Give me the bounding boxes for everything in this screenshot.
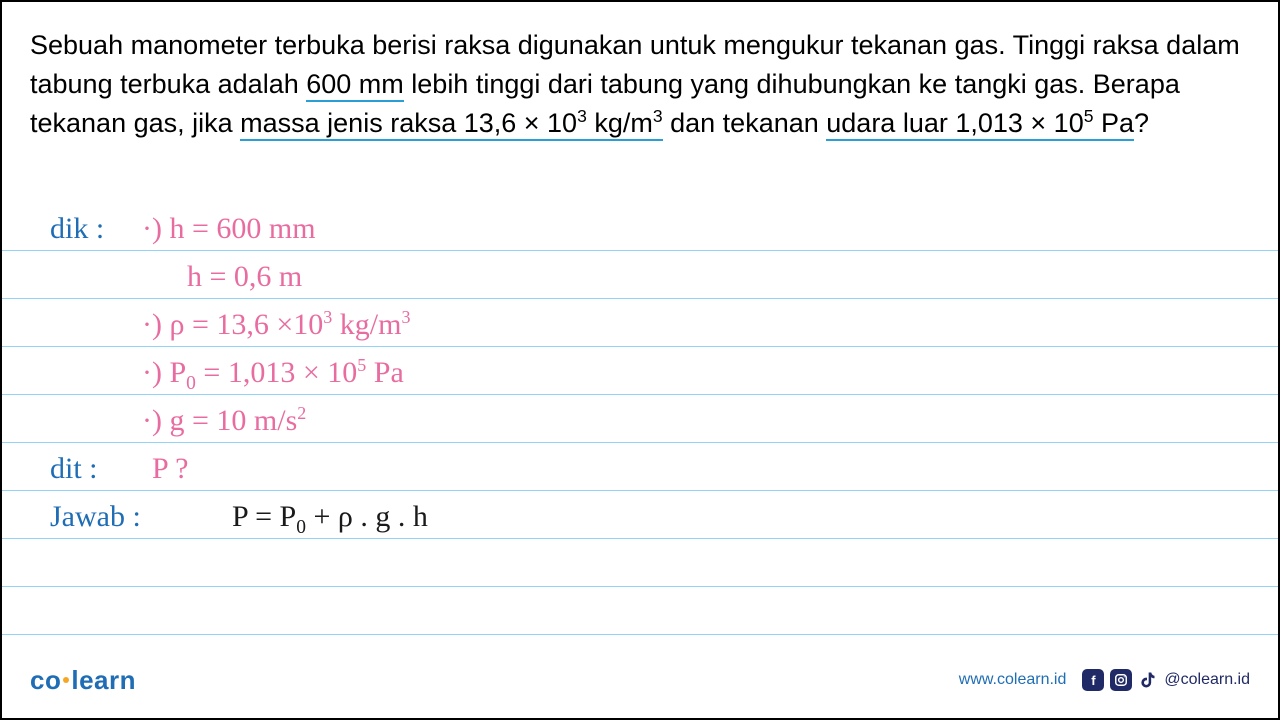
handwritten-line: dik : bbox=[50, 212, 104, 246]
facebook-icon: f bbox=[1082, 669, 1104, 691]
handwritten-line: P ? bbox=[152, 452, 188, 486]
handwritten-line: ·) h = 600 mm bbox=[142, 212, 316, 246]
ruled-line bbox=[2, 298, 1278, 299]
handwritten-line: P = P0 + ρ . g . h bbox=[232, 500, 428, 534]
handwritten-line: Jawab : bbox=[50, 500, 141, 534]
instagram-icon bbox=[1110, 669, 1132, 691]
social-handle: @colearn.id bbox=[1164, 671, 1250, 689]
tiktok-icon bbox=[1138, 670, 1158, 690]
footer-right: www.colearn.id f @colearn.id bbox=[959, 669, 1250, 691]
ruled-line bbox=[2, 394, 1278, 395]
brand-dot-icon bbox=[63, 677, 69, 683]
handwritten-line: h = 0,6 m bbox=[187, 260, 302, 294]
ruled-line bbox=[2, 538, 1278, 539]
brand-co: co bbox=[30, 665, 61, 695]
handwritten-line: dit : bbox=[50, 452, 98, 486]
social-group: f @colearn.id bbox=[1082, 669, 1250, 691]
ruled-line bbox=[2, 250, 1278, 251]
problem-statement: Sebuah manometer terbuka berisi raksa di… bbox=[30, 26, 1260, 143]
footer: colearn www.colearn.id f @colearn.id bbox=[30, 662, 1250, 698]
ruled-line bbox=[2, 634, 1278, 635]
handwritten-line: ·) g = 10 m/s2 bbox=[142, 404, 306, 438]
handwritten-line: ·) ρ = 13,6 ×103 kg/m3 bbox=[142, 308, 410, 342]
brand-logo: colearn bbox=[30, 665, 136, 696]
handwritten-line: ·) P0 = 1,013 × 105 Pa bbox=[142, 356, 404, 390]
ruled-line bbox=[2, 442, 1278, 443]
ruled-line bbox=[2, 346, 1278, 347]
brand-learn: learn bbox=[71, 665, 136, 695]
page: Sebuah manometer terbuka berisi raksa di… bbox=[0, 0, 1280, 720]
footer-url: www.colearn.id bbox=[959, 671, 1067, 689]
ruled-line bbox=[2, 490, 1278, 491]
ruled-line bbox=[2, 586, 1278, 587]
